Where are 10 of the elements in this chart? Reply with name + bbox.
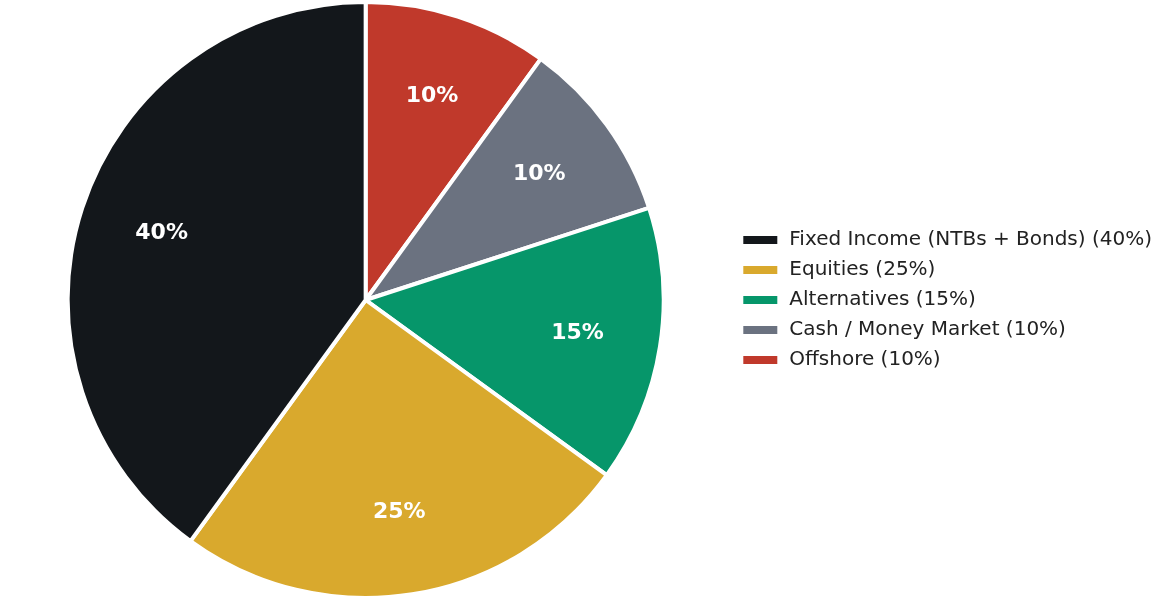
data-label: 10% — [405, 81, 459, 107]
legend-label: Equities (25%) — [789, 256, 936, 281]
legend-label: Fixed Income (NTBs + Bonds) (40%) — [789, 226, 1153, 251]
data-label: 15% — [551, 319, 604, 345]
legend-label: Alternatives (15%) — [789, 286, 976, 311]
data-label: 40% — [135, 219, 188, 245]
data-label: 25% — [372, 497, 426, 523]
data-label: 10% — [512, 159, 566, 185]
legend-label: Cash / Money Market (10%) — [789, 316, 1066, 341]
legend-label: Offshore (10%) — [789, 346, 941, 371]
